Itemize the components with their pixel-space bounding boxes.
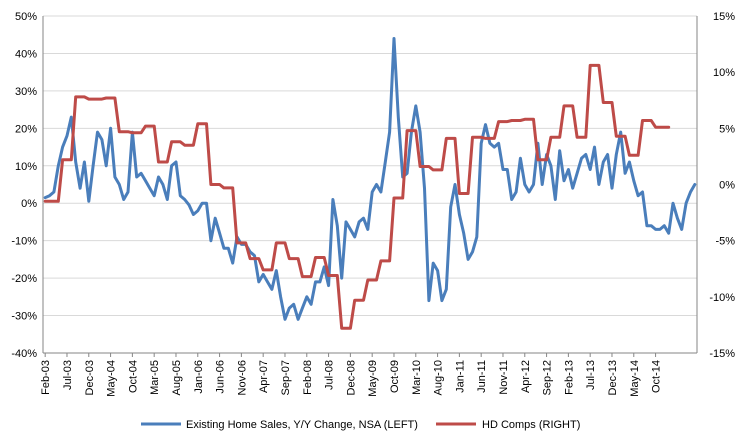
x-tick-label: Feb-13 <box>563 360 575 395</box>
left-tick-label: 30% <box>15 86 37 98</box>
x-tick-label: Apr-07 <box>258 360 270 393</box>
x-tick-label: Sep-07 <box>280 360 292 395</box>
x-tick-label: Aug-10 <box>433 360 445 395</box>
left-axis-tick-labels: -40% -30% -20% -10% 0% 10% 20% 30% 40% 50% <box>11 11 37 360</box>
x-tick-label: May-14 <box>629 360 641 397</box>
left-tick-label: -30% <box>11 311 37 323</box>
x-tick-label: Jul-13 <box>585 360 597 390</box>
x-axis-tick-labels: Feb-03 Jul-03 Dec-03 May-04 Oct-04 Mar-05 Aug-… <box>40 353 663 397</box>
x-tick-label: Sep-12 <box>542 360 554 395</box>
x-tick-label: Jul-03 <box>62 360 74 390</box>
left-tick-label: 40% <box>15 48 37 60</box>
x-tick-label: Feb-03 <box>40 360 52 395</box>
right-tick-label: -5% <box>715 236 735 248</box>
x-tick-label: Nov-11 <box>498 360 510 395</box>
x-tick-label: Jan-11 <box>454 360 466 393</box>
left-tick-label: 20% <box>15 123 37 135</box>
legend: Existing Home Sales, Y/Y Change, NSA (LE… <box>141 419 580 431</box>
left-tick-label: -40% <box>11 348 37 360</box>
legend-label-existing-home-sales: Existing Home Sales, Y/Y Change, NSA (LE… <box>186 419 418 431</box>
right-axis-tick-labels: -15% -10% -5% 0% 5% 10% 15% <box>709 11 735 360</box>
x-tick-label: Dec-03 <box>84 360 96 395</box>
x-tick-label: Jun-06 <box>215 360 227 394</box>
x-tick-label: Jul-08 <box>324 360 336 390</box>
x-tick-label: Oct-14 <box>651 360 663 393</box>
left-tick-label: -20% <box>11 273 37 285</box>
left-tick-label: 50% <box>15 11 37 23</box>
x-tick-label: May-04 <box>106 360 118 397</box>
series-lines <box>43 37 697 330</box>
x-tick-label: Dec-13 <box>607 360 619 395</box>
x-tick-label: Oct-04 <box>127 360 139 393</box>
right-tick-label: 15% <box>713 11 735 23</box>
right-tick-label: 10% <box>713 67 735 79</box>
x-tick-label: Mar-05 <box>149 360 161 395</box>
left-tick-label: 0% <box>21 198 37 210</box>
x-tick-label: Mar-10 <box>411 360 423 395</box>
x-tick-label: Oct-09 <box>389 360 401 393</box>
x-tick-label: Feb-08 <box>302 360 314 395</box>
right-tick-label: 0% <box>719 180 735 192</box>
x-tick-label: Jun-11 <box>476 360 488 393</box>
right-tick-label: 5% <box>719 123 735 135</box>
x-tick-label: Jan-06 <box>193 360 205 394</box>
right-tick-label: -15% <box>709 348 735 360</box>
axes <box>42 16 698 354</box>
x-tick-label: Dec-08 <box>345 360 357 395</box>
x-tick-label: Aug-05 <box>171 360 183 395</box>
right-tick-label: -10% <box>709 292 735 304</box>
left-tick-label: -10% <box>11 236 37 248</box>
x-tick-label: May-09 <box>367 360 379 397</box>
x-tick-label: Apr-12 <box>520 360 532 393</box>
left-tick-label: 10% <box>15 161 37 173</box>
x-tick-label: Nov-06 <box>236 360 248 395</box>
series-line-existing-home-sales <box>43 37 697 321</box>
legend-label-hd-comps: HD Comps (RIGHT) <box>482 419 580 431</box>
series-line-hd-comps <box>43 63 671 330</box>
